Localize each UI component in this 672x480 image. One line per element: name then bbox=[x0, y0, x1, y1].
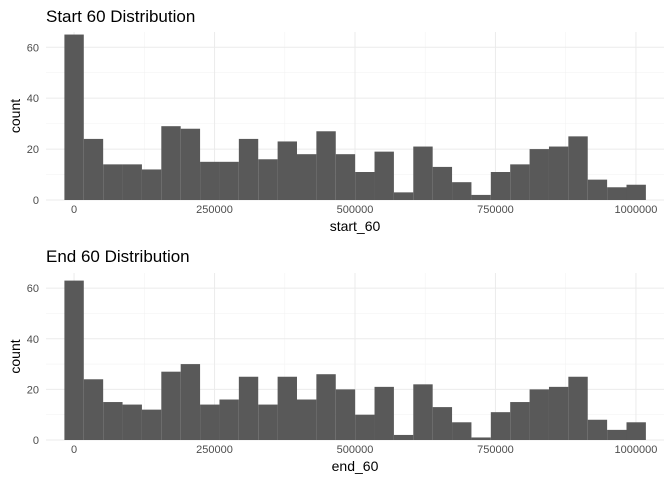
chart2-bar bbox=[607, 429, 627, 440]
chart1-bar bbox=[355, 172, 375, 200]
chart2-bar bbox=[355, 414, 375, 440]
chart1-group: 0 20 40 60 0 250000 500000 750000 1000000 Start 6… bbox=[7, 7, 664, 234]
chart1-x-tick-label: 0 bbox=[71, 204, 77, 216]
chart1-bar bbox=[238, 138, 259, 200]
chart2-bar bbox=[219, 399, 239, 440]
chart2-group: 0 20 40 60 0 250000 500000 750000 1000000 End 60 … bbox=[7, 247, 664, 474]
chart2-bar bbox=[200, 404, 220, 440]
chart1-bar bbox=[510, 164, 530, 200]
chart1-bar bbox=[490, 172, 511, 200]
chart2-bar bbox=[568, 376, 588, 440]
chart1-y-axis-title: count bbox=[7, 99, 23, 133]
chart2-y-tick-label: 0 bbox=[33, 435, 39, 447]
chart2-bar bbox=[258, 404, 278, 440]
chart2-bar bbox=[316, 374, 336, 440]
chart2-bar bbox=[335, 389, 356, 440]
chart2-y-tick-label: 60 bbox=[27, 283, 39, 295]
chart1-title: Start 60 Distribution bbox=[46, 7, 195, 26]
chart1-y-tick-label: 20 bbox=[27, 144, 39, 156]
chart2-bar bbox=[83, 379, 104, 440]
chart2-title: End 60 Distribution bbox=[46, 247, 190, 266]
chart1-y-tick-label: 40 bbox=[27, 93, 39, 105]
chart2-y-tick-label: 20 bbox=[27, 384, 39, 396]
chart2-bar bbox=[180, 364, 201, 440]
chart1-x-axis-title: start_60 bbox=[330, 218, 381, 234]
chart1-bar bbox=[548, 146, 569, 200]
chart1-bar bbox=[64, 34, 84, 200]
chart1-bar bbox=[587, 179, 608, 200]
chart2-bar bbox=[64, 280, 84, 440]
chart2-x-tick-label: 0 bbox=[71, 444, 77, 456]
chart1-bar bbox=[471, 194, 491, 200]
chart1-x-tick-label: 750000 bbox=[477, 204, 514, 216]
chart2-bar bbox=[393, 434, 414, 440]
chart2-bar bbox=[413, 384, 433, 440]
chart2-bar bbox=[626, 422, 646, 440]
chart1-bar bbox=[180, 128, 201, 200]
chart1-bar bbox=[432, 166, 453, 200]
chart1-bar bbox=[568, 136, 588, 200]
chart1-bar bbox=[103, 164, 123, 200]
chart1-bar bbox=[316, 131, 336, 200]
chart1-bar bbox=[258, 159, 278, 200]
chart2-bar bbox=[238, 376, 259, 440]
chart2-bar bbox=[548, 386, 569, 440]
chart2-x-tick-label: 250000 bbox=[196, 444, 233, 456]
chart1-bar bbox=[335, 154, 356, 200]
chart2-y-axis-title: count bbox=[7, 339, 23, 373]
chart2-y-tick-label: 40 bbox=[27, 334, 39, 346]
chart1-bar bbox=[374, 151, 394, 200]
chart1-bar bbox=[393, 192, 414, 200]
chart1-bar bbox=[219, 161, 239, 200]
chart1-x-tick-label: 250000 bbox=[196, 204, 233, 216]
chart1-y-tick-label: 0 bbox=[33, 195, 39, 207]
chart2-bar bbox=[141, 409, 162, 440]
chart2-bar bbox=[490, 412, 511, 440]
chart2-x-tick-label: 500000 bbox=[337, 444, 374, 456]
chart1-x-tick-label: 500000 bbox=[337, 204, 374, 216]
chart1-bar bbox=[626, 184, 646, 200]
chart2-bar bbox=[587, 419, 608, 440]
chart2-bar bbox=[103, 402, 123, 440]
chart1-bar bbox=[413, 146, 433, 200]
chart1-bar bbox=[83, 138, 104, 200]
chart1-bar bbox=[277, 141, 297, 200]
chart2-x-tick-label: 750000 bbox=[477, 444, 514, 456]
chart2-bar bbox=[374, 386, 394, 440]
chart2-bar bbox=[122, 404, 142, 440]
chart1-y-tick-label: 60 bbox=[27, 42, 39, 54]
chart1-bar bbox=[607, 187, 627, 200]
chart1-bar bbox=[200, 161, 220, 200]
chart1-bar bbox=[452, 182, 472, 200]
chart2-bar bbox=[452, 422, 472, 440]
chart2-bar bbox=[296, 399, 317, 440]
chart2-bar bbox=[277, 376, 297, 440]
chart2-x-tick-label: 1000000 bbox=[614, 444, 657, 456]
chart1-x-tick-label: 1000000 bbox=[614, 204, 657, 216]
chart2-bar bbox=[529, 389, 549, 440]
chart1-bar bbox=[161, 126, 181, 200]
chart2-x-axis-title: end_60 bbox=[332, 458, 379, 474]
chart1-bar bbox=[141, 169, 162, 200]
chart2-bar bbox=[471, 437, 491, 440]
chart1-bar bbox=[296, 154, 317, 200]
chart2-bar bbox=[432, 407, 453, 440]
chart1-bar bbox=[529, 149, 549, 200]
chart2-bar bbox=[161, 371, 181, 440]
chart2-bar bbox=[510, 402, 530, 440]
chart1-bar bbox=[122, 164, 142, 200]
